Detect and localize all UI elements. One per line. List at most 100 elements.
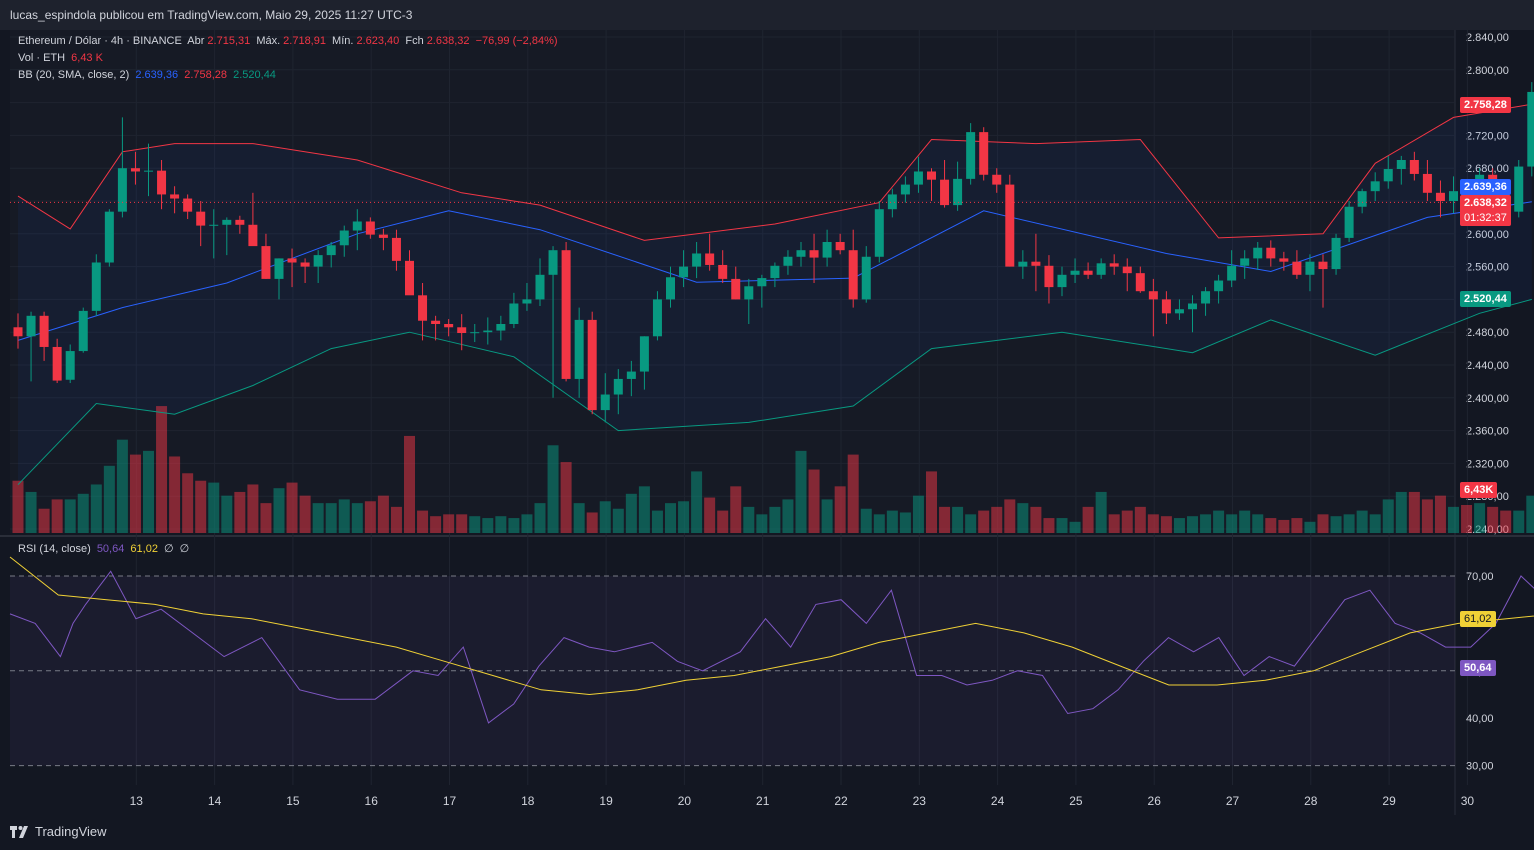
candle bbox=[287, 248, 297, 288]
volume-bar bbox=[482, 518, 494, 533]
volume-bar bbox=[1160, 516, 1172, 533]
candle-body bbox=[352, 221, 362, 231]
publish-header bbox=[0, 0, 1534, 30]
volume-bar bbox=[821, 499, 833, 533]
volume-bar bbox=[495, 516, 507, 533]
candle bbox=[679, 250, 689, 288]
candle-body bbox=[1031, 261, 1041, 266]
change-value: −76,99 (−2,84%) bbox=[475, 35, 558, 47]
bb-basis-value: 2.639,36 bbox=[135, 69, 179, 81]
volume-bar bbox=[547, 445, 559, 533]
volume-bar bbox=[1121, 510, 1133, 533]
candle-body bbox=[718, 264, 728, 279]
time-tick-label: 21 bbox=[756, 794, 770, 808]
volume-bar bbox=[1095, 491, 1107, 533]
candle bbox=[248, 192, 258, 247]
candle-body bbox=[91, 262, 101, 311]
candle-body bbox=[1188, 303, 1197, 310]
volume-bar bbox=[1526, 495, 1534, 533]
candle-body bbox=[170, 194, 180, 199]
candle-body bbox=[209, 224, 219, 226]
candle-body bbox=[378, 234, 388, 238]
candle-body bbox=[222, 219, 232, 225]
bb-basis-tag: 2.639,36 bbox=[1460, 179, 1511, 195]
volume-bar bbox=[1147, 514, 1159, 533]
candle bbox=[835, 233, 845, 255]
rsi-ma-value: 61,02 bbox=[130, 543, 158, 555]
candle-body bbox=[666, 277, 675, 300]
candle-body bbox=[979, 132, 989, 175]
volume-bar bbox=[678, 501, 690, 533]
volume-bar bbox=[1173, 518, 1185, 533]
candle-body bbox=[848, 250, 858, 300]
time-tick-label: 29 bbox=[1382, 794, 1396, 808]
candle bbox=[796, 242, 806, 267]
volume-bar bbox=[560, 462, 572, 533]
time-tick-label: 28 bbox=[1304, 794, 1318, 808]
candle-body bbox=[274, 258, 284, 279]
candle bbox=[1396, 155, 1406, 185]
time-tick-label: 19 bbox=[599, 794, 613, 808]
tradingview-logo[interactable]: TradingView bbox=[10, 824, 107, 839]
volume-bar bbox=[1004, 499, 1016, 533]
candle bbox=[405, 250, 414, 296]
volume-bar bbox=[1434, 495, 1446, 533]
candle bbox=[1174, 299, 1184, 320]
volume-bar bbox=[260, 503, 272, 533]
bb-lower-value: 2.520,44 bbox=[233, 69, 276, 81]
volume-bar bbox=[1513, 510, 1525, 533]
rsi-tick-label: 40,00 bbox=[1466, 713, 1494, 725]
candle-body bbox=[522, 299, 532, 304]
bb-legend: BB (20, SMA, close, 2) 2.639,36 2.758,28… bbox=[18, 69, 279, 81]
candle bbox=[1148, 278, 1158, 337]
main-legend: Ethereum / Dólar · 4h · BINANCE Abr 2.715… bbox=[18, 35, 561, 47]
rsi-tick-label: 70,00 bbox=[1466, 571, 1494, 583]
candle-body bbox=[117, 168, 127, 212]
volume-bar bbox=[521, 514, 533, 533]
candle-body bbox=[1227, 265, 1237, 281]
candle-body bbox=[1174, 309, 1184, 314]
price-chart[interactable]: 2.840,002.800,002.760,002.720,002.680,00… bbox=[0, 0, 1534, 815]
volume-bar bbox=[169, 456, 181, 533]
candle-body bbox=[365, 221, 375, 235]
volume-bar bbox=[899, 512, 911, 533]
volume-bar bbox=[952, 506, 964, 533]
candle bbox=[1449, 176, 1458, 214]
candle-body bbox=[130, 168, 140, 172]
volume-bar bbox=[1395, 491, 1407, 533]
volume-bar bbox=[939, 506, 951, 533]
candle bbox=[1109, 254, 1119, 275]
candle bbox=[1031, 233, 1041, 292]
volume-bar bbox=[338, 499, 350, 533]
candle-body bbox=[1240, 258, 1250, 266]
candle-body bbox=[927, 171, 936, 180]
candle-body bbox=[1383, 169, 1393, 182]
candle bbox=[1305, 254, 1315, 292]
last-price-tag: 2.638,32 bbox=[1460, 195, 1511, 211]
volume-bar bbox=[312, 503, 324, 533]
volume-bar bbox=[1108, 514, 1120, 533]
volume-bar bbox=[1343, 514, 1355, 533]
volume-bar bbox=[508, 518, 520, 533]
volume-bar bbox=[1043, 518, 1055, 533]
candle-body bbox=[444, 324, 454, 328]
candle bbox=[157, 160, 167, 210]
candle-body bbox=[1201, 291, 1211, 304]
candle bbox=[26, 311, 36, 382]
candle-body bbox=[248, 224, 258, 247]
candle-body bbox=[1135, 273, 1145, 292]
candle bbox=[418, 283, 428, 341]
candle bbox=[1409, 151, 1419, 181]
candle bbox=[183, 194, 193, 220]
volume-bar bbox=[599, 501, 611, 533]
candle bbox=[887, 188, 897, 218]
candle bbox=[1279, 251, 1289, 271]
candle-body bbox=[431, 320, 441, 324]
volume-bar bbox=[1317, 514, 1329, 533]
candle bbox=[1527, 82, 1534, 177]
candle bbox=[927, 168, 936, 201]
volume-bar bbox=[860, 508, 872, 533]
candle-body bbox=[1083, 270, 1093, 275]
volume-bar bbox=[926, 471, 937, 533]
candle bbox=[1070, 258, 1080, 283]
